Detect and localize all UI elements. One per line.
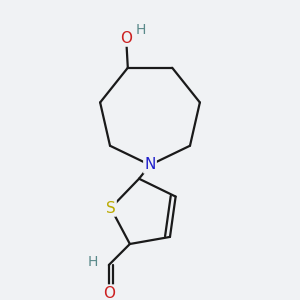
Text: H: H <box>88 255 98 269</box>
Text: S: S <box>106 200 116 215</box>
Text: O: O <box>120 31 132 46</box>
Text: N: N <box>144 158 156 172</box>
Text: O: O <box>103 286 115 300</box>
Text: H: H <box>136 23 146 37</box>
